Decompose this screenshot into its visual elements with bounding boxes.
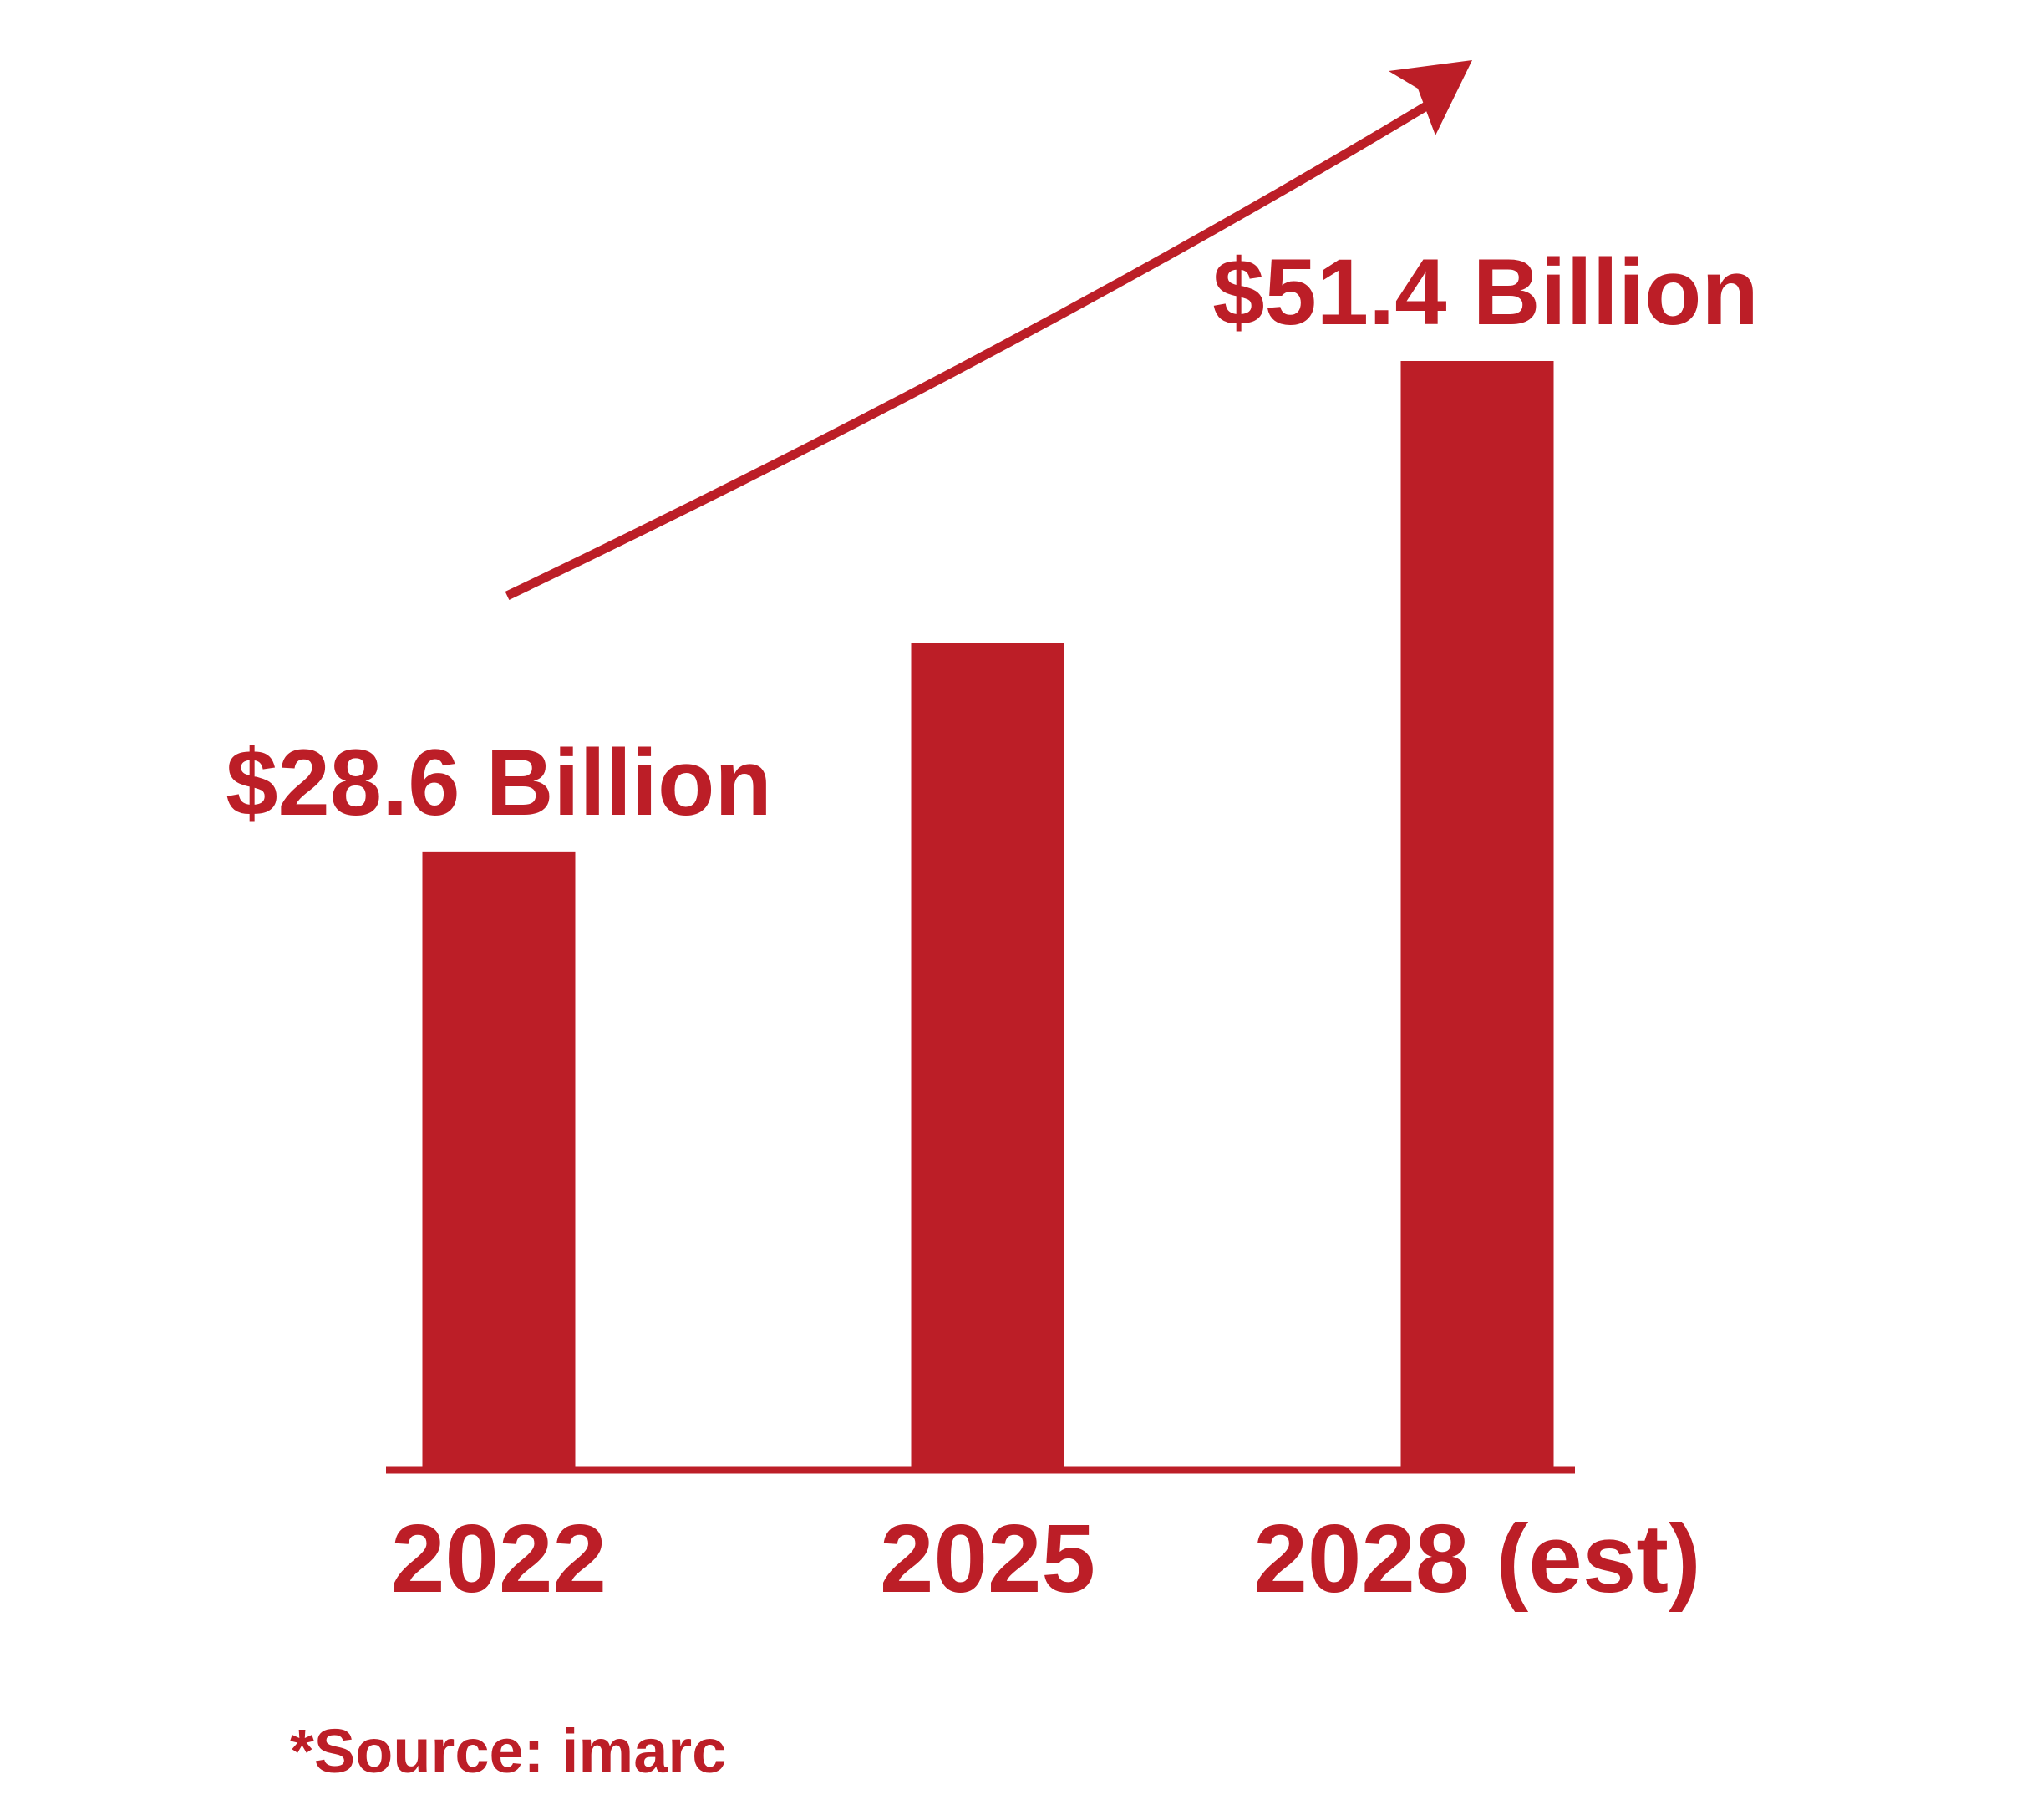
bar-2025 (911, 643, 1064, 1467)
x-tick-label: 2022 (391, 1504, 607, 1613)
trend-arrow (505, 60, 1472, 600)
x-tick-labels-layer: 2022 2025 2028 (est) (391, 1504, 1701, 1613)
bars-layer (422, 361, 1554, 1467)
bar-2022 (422, 851, 576, 1467)
x-tick-label: 2028 (est) (1253, 1504, 1700, 1613)
trend-arrow-head (1389, 60, 1472, 135)
data-label: $28.6 Billion (226, 730, 772, 835)
trend-arrow-line (505, 99, 1433, 600)
data-label: $51.4 Billion (1212, 240, 1759, 344)
x-tick-label: 2025 (880, 1504, 1095, 1613)
data-labels-layer: $28.6 Billion $51.4 Billion (226, 240, 1759, 835)
bar-2028-est (1400, 361, 1554, 1467)
source-note: *Source: imarc (290, 1716, 726, 1786)
